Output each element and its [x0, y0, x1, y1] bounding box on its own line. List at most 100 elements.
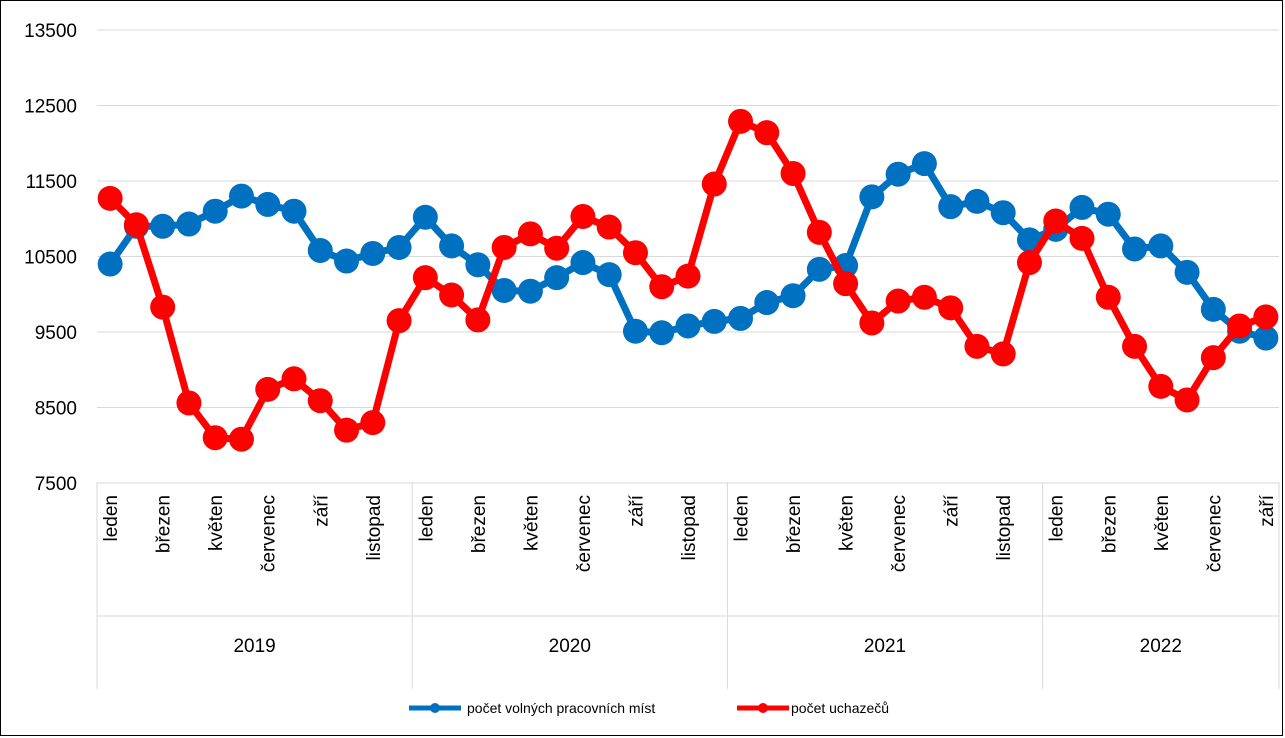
year-label: 2021 [864, 636, 906, 657]
x-tick-label: září [311, 494, 332, 526]
x-tick-label: březen [784, 495, 805, 553]
y-tick-label: 13500 [24, 21, 77, 42]
x-tick-label: březen [154, 495, 175, 553]
x-axis: leden březen květen červenec září listopad 201… [96, 482, 1280, 689]
x-tick-label: květen [1152, 495, 1173, 551]
data-point [491, 234, 517, 260]
data-point [1200, 345, 1226, 371]
x-tick-label: květen [521, 495, 542, 551]
x-tick-label: listopad [679, 495, 700, 561]
data-point [780, 160, 806, 186]
legend: počet volných pracovních míst počet uchaz… [409, 700, 889, 716]
data-point [1095, 201, 1121, 227]
x-tick-label: leden [732, 495, 753, 542]
data-point [728, 108, 754, 134]
year-label: 2022 [1140, 636, 1182, 657]
y-tick-label: 10500 [24, 248, 77, 269]
data-point [360, 410, 386, 436]
data-point [334, 248, 360, 274]
data-point [570, 250, 596, 276]
x-tick-label: květen [837, 495, 858, 551]
data-point [1253, 325, 1279, 351]
year-label: 2019 [233, 636, 275, 657]
series-line [106, 160, 1270, 342]
data-point [964, 333, 990, 359]
data-point [1043, 208, 1069, 234]
data-point [1069, 194, 1095, 220]
x-tick-label: květen [206, 495, 227, 551]
data-point [701, 171, 727, 197]
data-point [150, 294, 176, 320]
data-point [1069, 225, 1095, 251]
data-point [649, 320, 675, 346]
data-point [439, 233, 465, 259]
data-point [885, 288, 911, 314]
x-tick-label: září [1257, 494, 1278, 526]
legend-label: počet uchazečů [791, 700, 889, 716]
data-point [1095, 284, 1121, 310]
data-point [307, 237, 333, 263]
data-point [1174, 259, 1200, 285]
data-point [728, 305, 754, 331]
data-point [360, 240, 386, 266]
x-tick-label: listopad [364, 495, 385, 561]
data-point [465, 307, 491, 333]
data-point [439, 282, 465, 308]
data-point [202, 198, 228, 224]
data-point [622, 318, 648, 344]
data-point [806, 219, 832, 245]
data-point [1148, 233, 1174, 259]
data-point [97, 185, 123, 211]
x-tick-label: březen [469, 495, 490, 553]
data-point [990, 341, 1016, 367]
data-point [1016, 250, 1042, 276]
data-point [754, 290, 780, 316]
x-tick-label: červenec [574, 495, 595, 572]
legend-item: počet uchazečů [737, 700, 889, 716]
x-tick-label: březen [1099, 495, 1120, 553]
data-point [97, 251, 123, 277]
data-point [228, 183, 254, 209]
data-point [176, 211, 202, 237]
data-point [544, 235, 570, 261]
x-tick-label: červenec [259, 495, 280, 572]
data-point [570, 203, 596, 229]
y-tick-label: 11500 [26, 172, 77, 193]
data-point [281, 366, 307, 392]
data-point [938, 194, 964, 220]
data-point [911, 284, 937, 310]
data-point [780, 283, 806, 309]
year-label: 2020 [549, 636, 591, 657]
data-point [1122, 333, 1148, 359]
data-point [202, 425, 228, 451]
legend-item: počet volných pracovních míst [409, 700, 655, 716]
x-tick-label: leden [1047, 495, 1068, 542]
data-point [123, 212, 149, 238]
data-series [97, 108, 1279, 452]
data-point [596, 262, 622, 288]
data-point [754, 120, 780, 146]
data-point [675, 313, 701, 339]
data-point [622, 240, 648, 266]
legend-swatch-marker [758, 703, 768, 713]
legend-label: počet volných pracovních míst [467, 700, 655, 716]
data-point [964, 188, 990, 214]
data-point [465, 252, 491, 278]
data-point [1148, 373, 1174, 399]
data-point [806, 256, 832, 282]
x-tick-label: listopad [994, 495, 1015, 561]
data-point [833, 271, 859, 297]
series-2 [97, 108, 1279, 452]
data-point [412, 265, 438, 291]
x-tick-label: září [942, 494, 963, 526]
data-point [544, 265, 570, 291]
data-point [281, 198, 307, 224]
y-tick-label: 12500 [24, 97, 77, 118]
data-point [228, 426, 254, 452]
x-tick-label: červenec [889, 495, 910, 572]
x-tick-label: leden [416, 495, 437, 542]
data-point [1227, 313, 1253, 339]
y-axis-tick-labels: 13500 12500 11500 10500 9500 8500 7500 [24, 21, 77, 495]
